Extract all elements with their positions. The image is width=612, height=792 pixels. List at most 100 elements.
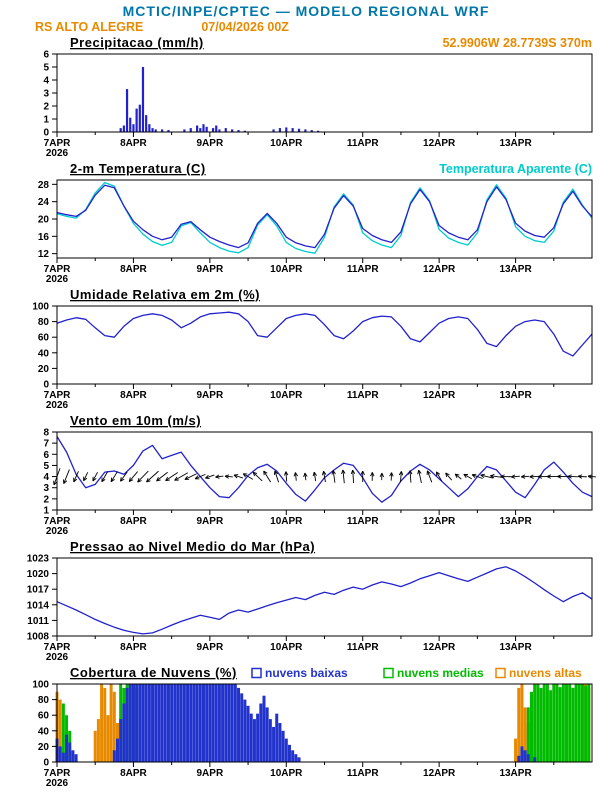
low-clouds-legend-label: nuvens baixas xyxy=(265,666,348,680)
svg-text:40: 40 xyxy=(38,348,50,359)
svg-text:10APR: 10APR xyxy=(270,768,303,779)
svg-text:0: 0 xyxy=(43,758,49,769)
svg-text:10APR: 10APR xyxy=(270,516,303,527)
svg-text:2: 2 xyxy=(43,102,49,113)
svg-text:13APR: 13APR xyxy=(499,138,532,149)
svg-text:20: 20 xyxy=(38,742,50,753)
svg-text:24: 24 xyxy=(38,197,50,208)
svg-text:9APR: 9APR xyxy=(197,642,224,653)
svg-text:16: 16 xyxy=(38,232,50,243)
panel-precipitation: Precipitacao (mm/h) 52.9906W 28.7739S 37… xyxy=(0,34,612,160)
svg-text:8APR: 8APR xyxy=(120,390,147,401)
svg-text:11APR: 11APR xyxy=(347,768,379,779)
svg-text:13APR: 13APR xyxy=(499,642,532,653)
svg-text:4: 4 xyxy=(43,472,49,483)
precipitation-chart: Precipitacao (mm/h) 52.9906W 28.7739S 37… xyxy=(43,35,593,159)
svg-text:12APR: 12APR xyxy=(423,516,456,527)
svg-text:7APR: 7APR xyxy=(44,390,71,401)
cloud-cover-chart: Cobertura de Nuvens (%) nuvens baixas nu… xyxy=(32,665,593,789)
svg-text:2026: 2026 xyxy=(46,400,69,411)
svg-text:12APR: 12APR xyxy=(423,264,456,275)
run-datetime: 07/04/2026 00Z xyxy=(201,20,289,34)
model-title: MCTIC/INPE/CPTEC — MODELO REGIONAL WRF xyxy=(122,3,490,19)
svg-text:9APR: 9APR xyxy=(197,768,224,779)
apparent-temperature-label: Temperatura Aparente (C) xyxy=(439,162,592,176)
svg-text:1017: 1017 xyxy=(27,585,50,596)
svg-text:10APR: 10APR xyxy=(270,138,303,149)
humidity-chart: Umidade Relativa em 2m (%) 0 20 40 60 80 100 7… xyxy=(32,287,593,411)
panel-pressure: Pressao ao Nivel Medio do Mar (hPa) 1008… xyxy=(0,538,612,664)
svg-text:7APR: 7APR xyxy=(44,516,71,527)
svg-text:60: 60 xyxy=(38,333,50,344)
svg-text:40: 40 xyxy=(38,726,50,737)
svg-text:5: 5 xyxy=(43,461,49,472)
svg-text:8APR: 8APR xyxy=(120,138,147,149)
svg-text:11APR: 11APR xyxy=(347,138,379,149)
svg-text:11APR: 11APR xyxy=(347,516,379,527)
svg-text:8APR: 8APR xyxy=(120,768,147,779)
svg-text:7APR: 7APR xyxy=(44,138,71,149)
svg-text:6: 6 xyxy=(43,50,49,61)
svg-text:20: 20 xyxy=(38,215,50,226)
svg-text:7APR: 7APR xyxy=(44,264,71,275)
svg-text:11APR: 11APR xyxy=(347,390,379,401)
svg-text:1: 1 xyxy=(43,506,49,517)
svg-text:8APR: 8APR xyxy=(120,516,147,527)
svg-text:5: 5 xyxy=(43,63,49,74)
high-clouds-legend-label: nuvens altas xyxy=(509,666,582,680)
mid-clouds-legend-swatch xyxy=(383,667,394,679)
svg-text:1014: 1014 xyxy=(27,600,50,611)
svg-text:100: 100 xyxy=(32,302,49,313)
svg-text:2026: 2026 xyxy=(46,652,69,663)
svg-text:11APR: 11APR xyxy=(347,642,379,653)
svg-text:2026: 2026 xyxy=(46,148,69,159)
svg-text:12APR: 12APR xyxy=(423,390,456,401)
svg-text:11APR: 11APR xyxy=(347,264,379,275)
svg-text:100: 100 xyxy=(32,680,49,691)
svg-text:7APR: 7APR xyxy=(44,768,71,779)
svg-text:6: 6 xyxy=(43,450,49,461)
svg-text:7: 7 xyxy=(43,439,49,450)
panel-title: Pressao ao Nivel Medio do Mar (hPa) xyxy=(70,539,315,554)
svg-text:1023: 1023 xyxy=(27,554,50,565)
station-line: RS ALTO ALEGRE 07/04/2026 00Z xyxy=(0,20,612,34)
svg-text:13APR: 13APR xyxy=(499,390,532,401)
svg-text:0: 0 xyxy=(43,128,49,139)
pressure-chart: Pressao ao Nivel Medio do Mar (hPa) 1008… xyxy=(27,539,593,663)
low-clouds-legend-swatch xyxy=(251,667,262,679)
high-clouds-legend-swatch xyxy=(495,667,506,679)
svg-text:2026: 2026 xyxy=(46,526,69,537)
svg-text:7APR: 7APR xyxy=(44,642,71,653)
svg-text:9APR: 9APR xyxy=(197,390,224,401)
meteogram-header: MCTIC/INPE/CPTEC — MODELO REGIONAL WRF R… xyxy=(0,0,612,34)
svg-text:4: 4 xyxy=(43,76,49,87)
svg-text:28: 28 xyxy=(38,180,50,191)
svg-text:80: 80 xyxy=(38,695,50,706)
svg-text:2: 2 xyxy=(43,494,49,505)
svg-text:10APR: 10APR xyxy=(270,390,303,401)
panel-title: 2-m Temperatura (C) xyxy=(70,161,206,176)
svg-text:13APR: 13APR xyxy=(499,768,532,779)
mid-clouds-legend-label: nuvens medias xyxy=(397,666,484,680)
svg-text:12APR: 12APR xyxy=(423,138,456,149)
temperature-chart: 2-m Temperatura (C) Temperatura Aparente… xyxy=(38,161,593,285)
svg-text:1: 1 xyxy=(43,115,49,126)
svg-text:9APR: 9APR xyxy=(197,516,224,527)
panel-humidity: Umidade Relativa em 2m (%) 0 20 40 60 80 100 7… xyxy=(0,286,612,412)
svg-text:1011: 1011 xyxy=(27,616,49,627)
svg-text:3: 3 xyxy=(43,89,49,100)
station-name: RS ALTO ALEGRE xyxy=(35,20,144,34)
svg-text:9APR: 9APR xyxy=(197,138,224,149)
station-coordinates: 52.9906W 28.7739S 370m xyxy=(443,36,592,50)
panel-title: Umidade Relativa em 2m (%) xyxy=(70,287,260,302)
svg-text:3: 3 xyxy=(43,483,49,494)
panel-cloud-cover: Cobertura de Nuvens (%) nuvens baixas nu… xyxy=(0,664,612,790)
svg-text:9APR: 9APR xyxy=(197,264,224,275)
svg-text:13APR: 13APR xyxy=(499,264,532,275)
svg-text:13APR: 13APR xyxy=(499,516,532,527)
svg-text:12APR: 12APR xyxy=(423,642,456,653)
svg-text:20: 20 xyxy=(38,364,50,375)
svg-text:2026: 2026 xyxy=(46,778,69,789)
panel-title: Precipitacao (mm/h) xyxy=(70,35,204,50)
